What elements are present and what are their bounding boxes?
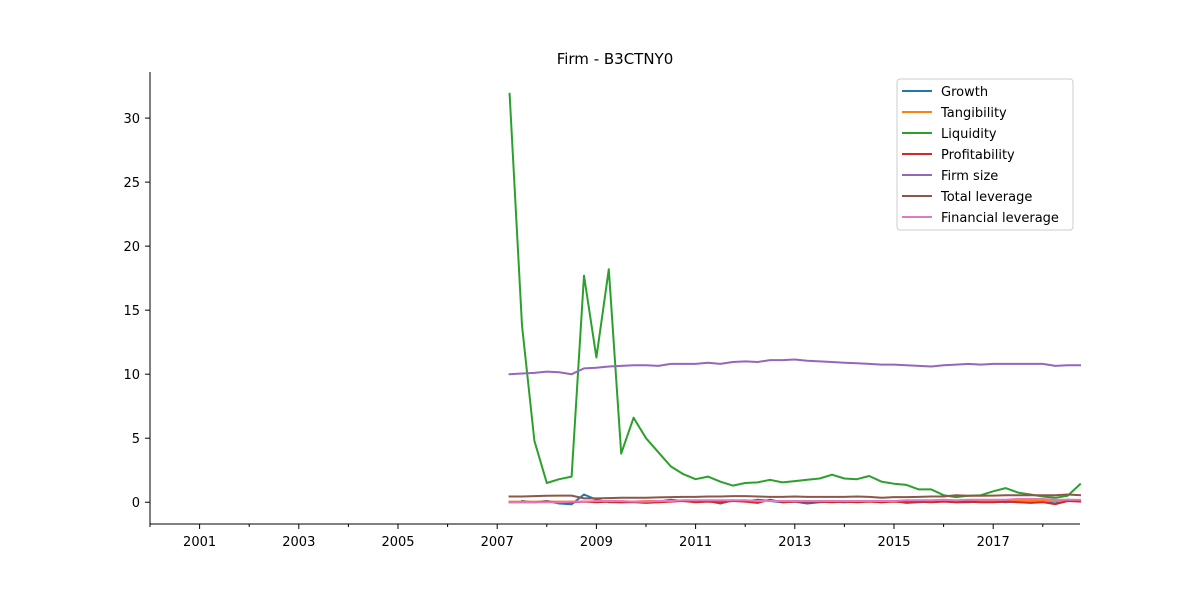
x-axis-ticks: 2001 2003 2005 2007 2009 2011 2013 2015 2017 [149,524,1044,550]
legend-label-profitability: Profitability [941,148,1015,163]
legend-label-tangibility: Tangibility [940,106,1007,121]
x-tick-label: 2005 [381,535,414,550]
legend: Growth Tangibility Liquidity Profitability F… [896,78,1074,231]
legend-frame [896,78,1074,231]
y-tick-label: 30 [123,112,140,127]
x-tick-label: 2003 [282,535,315,550]
axes: 2001 2003 2005 2007 2009 2011 2013 2015 2017 051… [123,72,1080,550]
plot-area [508,92,1082,506]
y-tick-label: 10 [123,368,140,383]
series-line-liquidity [508,92,1082,499]
x-tick-label: 2013 [778,535,811,550]
x-tick-label: 2001 [183,535,216,550]
y-tick-label: 25 [123,176,140,191]
x-tick-label: 2017 [977,535,1010,550]
series-line-firm-size [508,358,1081,376]
series-line-financial-leverage [508,498,1081,504]
legend-label-total-leverage: Total leverage [940,190,1032,205]
chart-title: Firm - B3CTNY0 [557,50,674,68]
y-tick-label: 5 [132,432,140,447]
x-tick-label: 2011 [679,535,712,550]
x-tick-label: 2015 [877,535,910,550]
x-tick-label: 2009 [580,535,613,550]
legend-label-firm-size: Firm size [941,169,998,184]
legend-label-financial-leverage: Financial leverage [941,211,1059,226]
y-axis-ticks: 0 5 10 15 20 25 30 [123,112,150,511]
y-tick-label: 0 [132,496,140,511]
legend-label-liquidity: Liquidity [941,127,997,142]
series-line-total-leverage [508,493,1082,500]
y-tick-label: 15 [123,304,140,319]
legend-label-growth: Growth [941,85,988,100]
x-tick-label: 2007 [481,535,514,550]
y-tick-label: 20 [123,240,140,255]
